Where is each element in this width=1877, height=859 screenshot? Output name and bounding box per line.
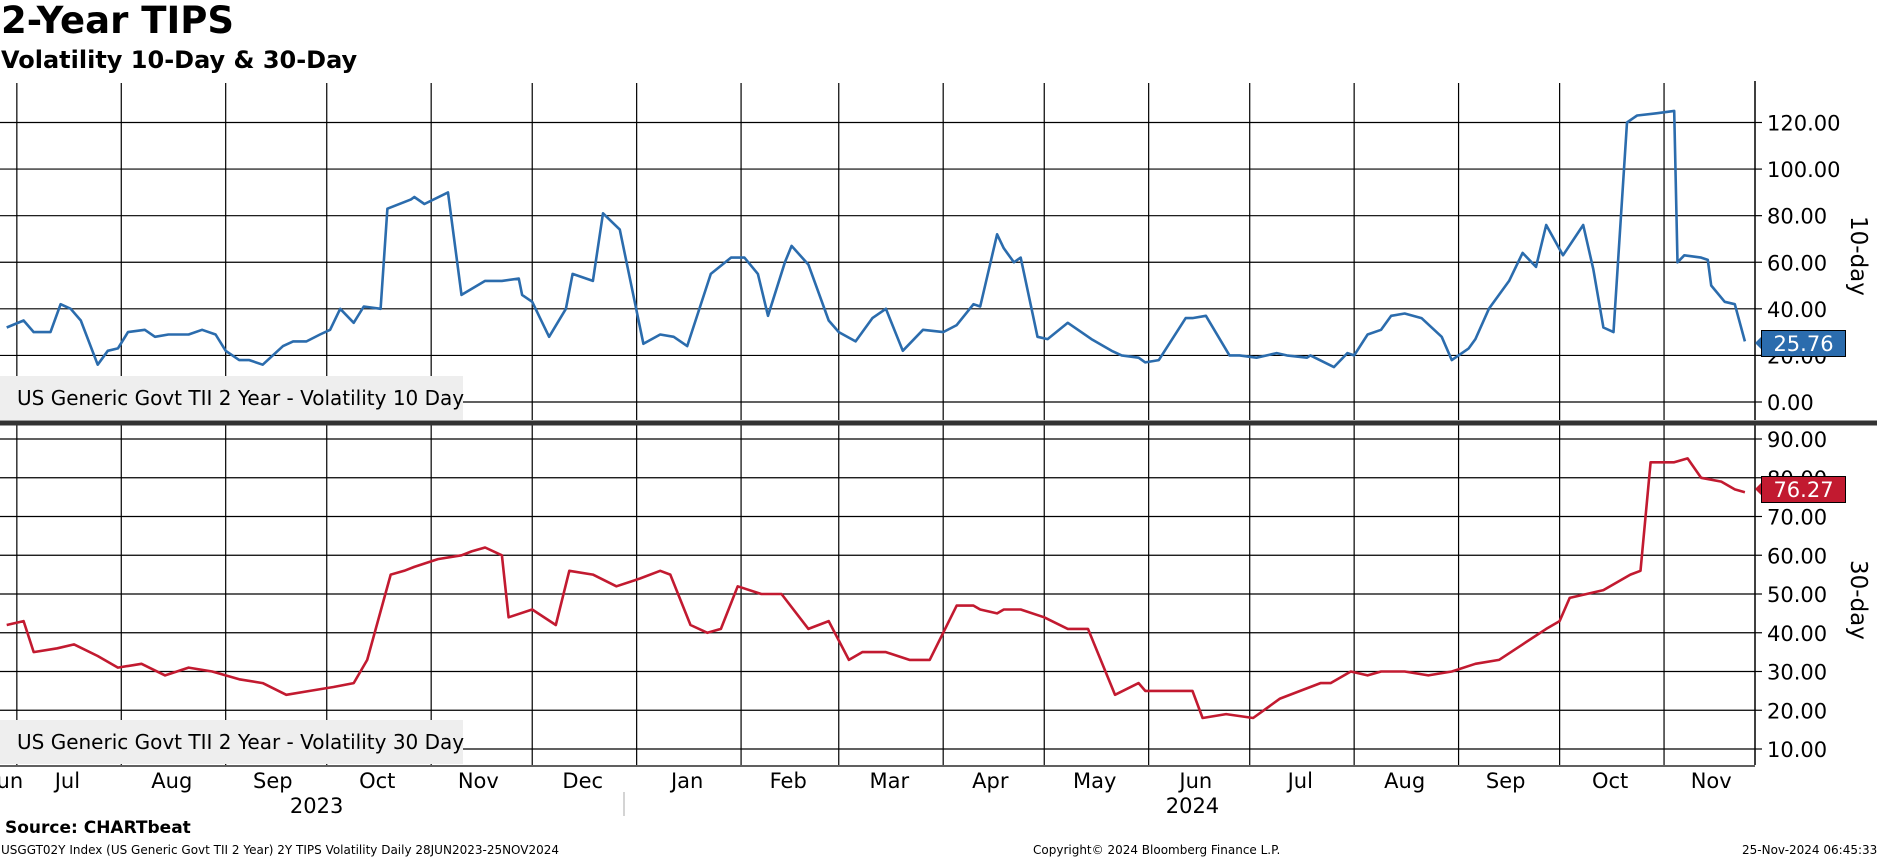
legend-label-10-day: US Generic Govt TII 2 Year - Volatility … [17, 386, 465, 410]
chart-subtitle: Volatility 10-Day & 30-Day [1, 46, 358, 74]
chart-title: 2-Year TIPS [1, 0, 235, 42]
last-value-10-day: 25.76 [1761, 330, 1846, 357]
last-value-30-day: 76.27 [1761, 476, 1846, 503]
footer-copyright: Copyright© 2024 Bloomberg Finance L.P. [1033, 843, 1281, 857]
y-tick-label: 20.00 [1767, 699, 1827, 723]
y-tick-label: 40.00 [1767, 622, 1827, 646]
x-year-label: 2023 [290, 794, 343, 818]
y-tick-label: 40.00 [1767, 298, 1827, 322]
series-layer [6, 109, 1747, 720]
axis-title-10-day: 10-day [1845, 216, 1871, 296]
x-tick-label: Jun [1177, 769, 1212, 793]
series-line-10-day [6, 109, 1747, 369]
y-tick-label: 80.00 [1767, 205, 1827, 229]
axis-title-30-day: 30-day [1845, 560, 1871, 640]
x-tick-label: Jun [0, 769, 23, 793]
x-tick-label: Sep [253, 769, 293, 793]
legend-30-day: US Generic Govt TII 2 Year - Volatility … [0, 720, 465, 764]
x-tick-label: Aug [151, 769, 192, 793]
footer-timestamp: 25-Nov-2024 06:45:33 [1742, 843, 1877, 857]
y-tick-label: 120.00 [1767, 112, 1840, 136]
y-tick-label: 0.00 [1767, 391, 1814, 415]
y-tick-label: 100.00 [1767, 158, 1840, 182]
tick-layer: 120.00 100.00 80.00 60.00 40.00 20.00 0.00 90.0… [0, 112, 1840, 819]
x-tick-label: Oct [359, 769, 395, 793]
x-tick-label: Jan [669, 769, 703, 793]
x-tick-label: Jul [1286, 769, 1313, 793]
grid-layer [0, 81, 1877, 767]
y-tick-label: 30.00 [1767, 661, 1827, 685]
x-year-label: 2024 [1166, 794, 1219, 818]
legend-label-30-day: US Generic Govt TII 2 Year - Volatility … [17, 730, 465, 754]
y-tick-label: 90.00 [1767, 428, 1827, 452]
last-value-pointer-30-day [1755, 483, 1761, 495]
x-tick-label: Sep [1486, 769, 1526, 793]
x-tick-label: Nov [1691, 769, 1732, 793]
x-tick-label: Jul [53, 769, 80, 793]
y-tick-label: 70.00 [1767, 506, 1827, 530]
x-tick-label: Aug [1384, 769, 1425, 793]
x-tick-label: Nov [458, 769, 499, 793]
x-tick-label: Oct [1592, 769, 1628, 793]
footer-source: Source: CHARTbeat [5, 818, 191, 838]
y-tick-label: 50.00 [1767, 583, 1827, 607]
y-tick-label: 10.00 [1767, 738, 1827, 762]
last-value-pointer-10-day [1755, 337, 1761, 349]
y-tick-label: 60.00 [1767, 251, 1827, 275]
x-tick-label: Mar [869, 769, 909, 793]
footer-description: USGGT02Y Index (US Generic Govt TII 2 Ye… [1, 843, 560, 857]
x-tick-label: May [1073, 769, 1116, 793]
legend-10-day: US Generic Govt TII 2 Year - Volatility … [0, 376, 465, 420]
y-tick-label: 60.00 [1767, 544, 1827, 568]
series-line-30-day [6, 457, 1746, 720]
x-tick-label: Apr [972, 769, 1009, 793]
x-tick-label: Feb [770, 769, 807, 793]
x-tick-label: Dec [562, 769, 603, 793]
